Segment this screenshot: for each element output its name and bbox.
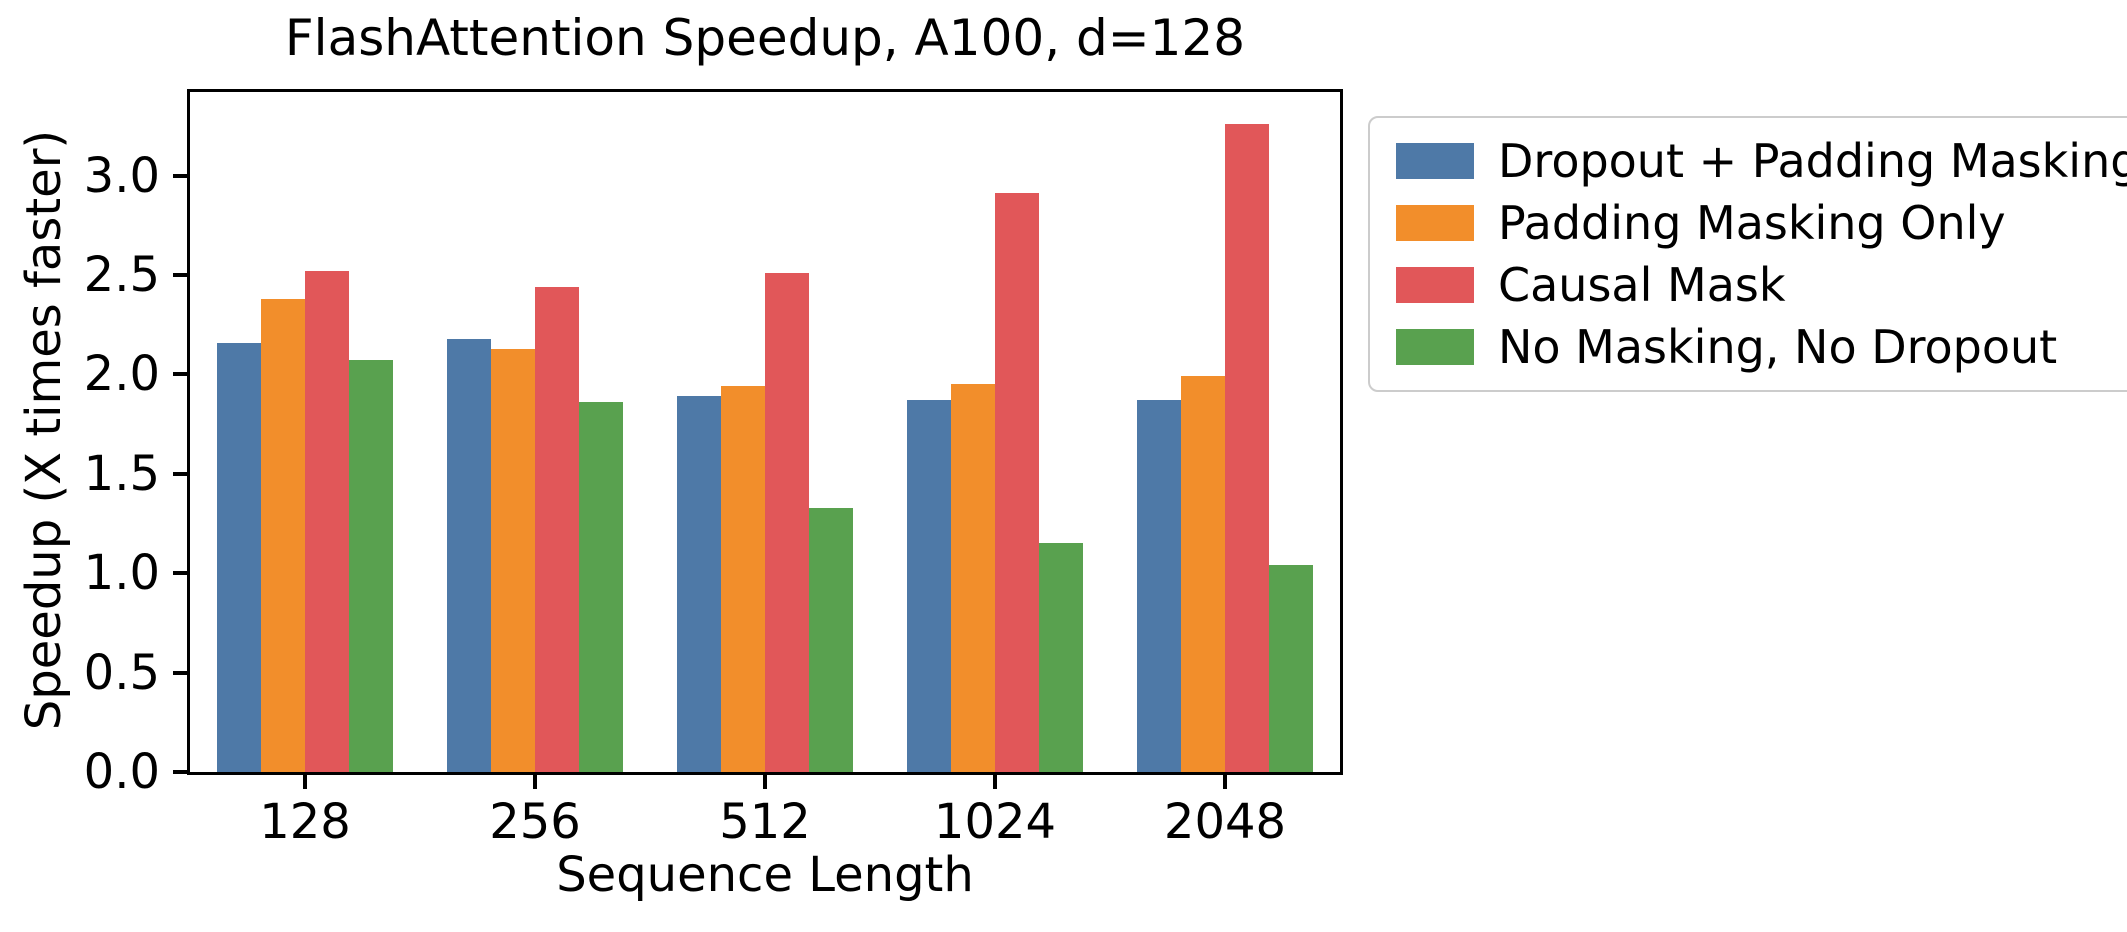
bar-dropout-padding-masking-1024 bbox=[907, 400, 951, 772]
bar-no-masking-no-dropout-2048 bbox=[1269, 565, 1313, 772]
bar-no-masking-no-dropout-128 bbox=[349, 360, 393, 772]
y-tick-label-2.5: 2.5 bbox=[83, 246, 160, 303]
bar-dropout-padding-masking-2048 bbox=[1137, 400, 1181, 772]
y-tick-label-1.5: 1.5 bbox=[83, 445, 160, 502]
x-tick-256 bbox=[533, 775, 537, 789]
legend-label-dropout-padding-masking: Dropout + Padding Masking bbox=[1498, 134, 2127, 188]
legend-swatch-padding-masking-only bbox=[1396, 205, 1474, 241]
y-tick-3.0 bbox=[173, 173, 187, 178]
legend-label-no-masking-no-dropout: No Masking, No Dropout bbox=[1498, 320, 2058, 374]
x-tick-1024 bbox=[993, 775, 997, 789]
legend-item-padding-masking-only: Padding Masking Only bbox=[1396, 198, 2127, 248]
bar-padding-masking-only-512 bbox=[721, 386, 765, 772]
legend: Dropout + Padding Masking Padding Masking… bbox=[1368, 116, 2127, 392]
bar-no-masking-no-dropout-1024 bbox=[1039, 543, 1083, 772]
y-tick-1.5 bbox=[173, 471, 187, 476]
x-axis-label: Sequence Length bbox=[556, 847, 974, 903]
x-tick-128 bbox=[303, 775, 307, 789]
x-tick-label-1024: 1024 bbox=[933, 794, 1057, 850]
x-tick-label-128: 128 bbox=[259, 794, 351, 850]
legend-swatch-no-masking-no-dropout bbox=[1396, 329, 1474, 365]
bar-causal-mask-512 bbox=[765, 272, 809, 772]
y-tick-0.5 bbox=[173, 670, 187, 675]
legend-item-no-masking-no-dropout: No Masking, No Dropout bbox=[1396, 322, 2127, 372]
bar-dropout-padding-masking-128 bbox=[217, 342, 261, 772]
x-tick-512 bbox=[763, 775, 767, 789]
bar-padding-masking-only-128 bbox=[261, 298, 305, 772]
bar-dropout-padding-masking-512 bbox=[677, 396, 721, 772]
bar-no-masking-no-dropout-512 bbox=[809, 507, 853, 772]
legend-item-causal-mask: Causal Mask bbox=[1396, 260, 2127, 310]
y-axis-label: Speedup (X times faster) bbox=[16, 129, 72, 731]
legend-label-padding-masking-only: Padding Masking Only bbox=[1498, 196, 2006, 250]
y-tick-1.0 bbox=[173, 571, 187, 576]
y-tick-2.0 bbox=[173, 372, 187, 377]
x-tick-2048 bbox=[1223, 775, 1227, 789]
y-tick-2.5 bbox=[173, 272, 187, 277]
bar-causal-mask-2048 bbox=[1225, 123, 1269, 772]
legend-swatch-dropout-padding-masking bbox=[1396, 143, 1474, 179]
bar-causal-mask-256 bbox=[535, 286, 579, 772]
x-tick-label-2048: 2048 bbox=[1163, 794, 1287, 850]
chart-title: FlashAttention Speedup, A100, d=128 bbox=[284, 9, 1246, 67]
bar-causal-mask-1024 bbox=[995, 193, 1039, 772]
bar-padding-masking-only-1024 bbox=[951, 384, 995, 772]
bar-padding-masking-only-2048 bbox=[1181, 376, 1225, 772]
y-tick-label-1.0: 1.0 bbox=[83, 545, 160, 602]
y-tick-label-3.0: 3.0 bbox=[83, 147, 160, 204]
y-tick-label-2.0: 2.0 bbox=[83, 346, 160, 403]
bar-causal-mask-128 bbox=[305, 270, 349, 772]
y-tick-0.0 bbox=[173, 770, 187, 774]
x-tick-label-256: 256 bbox=[489, 794, 581, 850]
bar-padding-masking-only-256 bbox=[491, 348, 535, 772]
x-tick-label-512: 512 bbox=[719, 794, 811, 850]
y-tick-label-0.5: 0.5 bbox=[83, 644, 160, 701]
legend-item-dropout-padding-masking: Dropout + Padding Masking bbox=[1396, 136, 2127, 186]
legend-label-causal-mask: Causal Mask bbox=[1498, 258, 1786, 312]
legend-swatch-causal-mask bbox=[1396, 267, 1474, 303]
y-tick-label-0.0: 0.0 bbox=[83, 744, 160, 800]
plot-area: 0.0 0.5 1.0 1.5 2.0 2.5 3.0 128 256 512 1024 2048 bbox=[84, 89, 1343, 850]
bar-no-masking-no-dropout-256 bbox=[579, 402, 623, 772]
bar-dropout-padding-masking-256 bbox=[447, 338, 491, 772]
